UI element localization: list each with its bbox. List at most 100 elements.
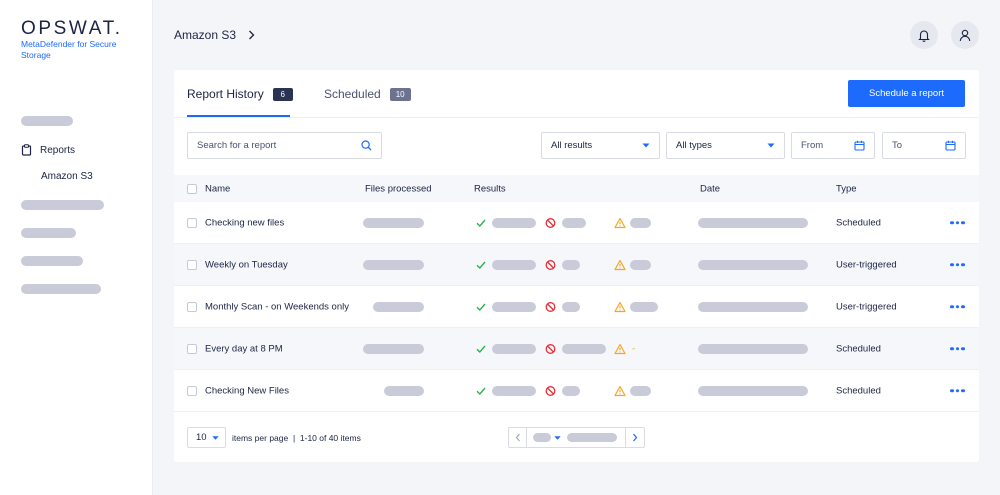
chevron-right-icon [249, 30, 255, 40]
prev-page-button[interactable] [509, 428, 527, 447]
breadcrumb: Amazon S3 [174, 28, 255, 42]
warning-icon [614, 385, 626, 396]
caret-down-icon [212, 435, 219, 440]
files-processed-placeholder [363, 343, 424, 354]
column-header-date[interactable]: Date [700, 183, 721, 194]
next-page-button[interactable] [625, 428, 644, 447]
schedule-report-button[interactable]: Schedule a report [848, 80, 965, 107]
pagination-summary: items per page | 1-10 of 40 items [232, 433, 361, 443]
check-icon [476, 302, 486, 311]
column-header-files[interactable]: Files processed [365, 183, 432, 194]
table-row[interactable]: Checking New Files Scheduled [174, 370, 979, 412]
column-header-results[interactable]: Results [474, 183, 506, 194]
chevron-right-icon [633, 433, 638, 442]
files-processed-placeholder [363, 259, 424, 270]
blocked-icon [545, 259, 556, 270]
check-icon [476, 386, 486, 395]
nav-reports-label: Reports [40, 144, 76, 156]
total-pages-placeholder [566, 428, 618, 447]
to-date-input[interactable]: To [882, 132, 966, 159]
caret-down-icon [554, 435, 561, 440]
user-profile-button[interactable] [951, 21, 979, 49]
tab-report-history[interactable]: Report History 6 [187, 87, 293, 101]
calendar-icon [854, 140, 865, 151]
date-placeholder [698, 343, 808, 354]
clean-count-placeholder [492, 259, 536, 270]
warning-count-empty: - [632, 343, 636, 354]
blocked-icon [545, 343, 556, 354]
from-date-input[interactable]: From [791, 132, 875, 159]
clean-count-placeholder [492, 301, 536, 312]
files-processed-placeholder [373, 301, 424, 312]
blocked-icon [545, 217, 556, 228]
active-tab-indicator [187, 115, 290, 117]
calendar-icon [945, 140, 956, 151]
clipboard-icon [21, 144, 32, 156]
select-all-checkbox[interactable] [187, 183, 197, 194]
warning-count-placeholder [630, 259, 651, 270]
bell-icon [918, 29, 930, 42]
to-placeholder: To [892, 140, 903, 151]
blocked-icon [545, 385, 556, 396]
warning-icon [614, 343, 626, 354]
column-header-type[interactable]: Type [836, 183, 857, 194]
types-select[interactable]: All types [666, 132, 785, 159]
row-checkbox[interactable] [187, 385, 197, 396]
warning-icon [614, 301, 626, 312]
more-options-icon[interactable] [950, 346, 965, 351]
table-row[interactable]: Monthly Scan - on Weekends only User-tri… [174, 286, 979, 328]
more-options-icon[interactable] [950, 304, 965, 309]
row-checkbox[interactable] [187, 301, 197, 312]
more-options-icon[interactable] [950, 388, 965, 393]
warning-count-placeholder [630, 301, 658, 312]
product-name: MetaDefender for Secure Storage [21, 39, 117, 60]
report-type: User-triggered [836, 301, 897, 312]
report-name: Checking New Files [205, 385, 289, 396]
files-processed-placeholder [363, 217, 424, 228]
nav-placeholder[interactable] [21, 284, 101, 294]
report-type: Scheduled [836, 343, 881, 354]
table-row[interactable]: Checking new files Scheduled [174, 202, 979, 244]
warning-icon [614, 217, 626, 228]
date-placeholder [698, 217, 808, 228]
notifications-button[interactable] [910, 21, 938, 49]
report-name: Every day at 8 PM [205, 343, 283, 354]
blocked-count-placeholder [562, 343, 606, 354]
table-row[interactable]: Every day at 8 PM - Scheduled [174, 328, 979, 370]
nav-placeholder[interactable] [21, 116, 73, 126]
nav-placeholder[interactable] [21, 200, 104, 210]
clean-count-placeholder [492, 217, 536, 228]
report-type: Scheduled [836, 385, 881, 396]
breadcrumb-label[interactable]: Amazon S3 [174, 28, 237, 42]
caret-down-icon [642, 143, 650, 148]
row-checkbox[interactable] [187, 343, 197, 354]
page-number-placeholder [533, 433, 551, 442]
date-placeholder [698, 301, 808, 312]
files-processed-placeholder [384, 385, 424, 396]
more-options-icon[interactable] [950, 262, 965, 267]
tab-scheduled[interactable]: Scheduled 10 [324, 87, 411, 101]
date-placeholder [698, 259, 808, 270]
types-select-value: All types [676, 140, 712, 151]
results-select[interactable]: All results [541, 132, 660, 159]
blocked-count-placeholder [562, 385, 580, 396]
nav-placeholder[interactable] [21, 256, 83, 266]
nav-amazon-s3[interactable]: Amazon S3 [41, 171, 93, 182]
report-type: Scheduled [836, 217, 881, 228]
nav-placeholder[interactable] [21, 228, 76, 238]
column-header-name[interactable]: Name [205, 183, 231, 194]
row-checkbox[interactable] [187, 259, 197, 270]
row-checkbox[interactable] [187, 217, 197, 228]
user-icon [959, 29, 971, 41]
more-options-icon[interactable] [950, 220, 965, 225]
nav-reports[interactable]: Reports [21, 144, 75, 156]
sidebar: OPSWAT. MetaDefender for Secure Storage … [0, 0, 153, 495]
page-select[interactable] [531, 428, 563, 447]
warning-count-placeholder [630, 385, 651, 396]
pagination [508, 427, 645, 448]
table-row[interactable]: Weekly on Tuesday User-triggered [174, 244, 979, 286]
search-input[interactable]: Search for a report [187, 132, 382, 159]
report-name: Checking new files [205, 217, 285, 228]
check-icon [476, 218, 486, 227]
items-per-page-select[interactable]: 10 [187, 427, 226, 448]
